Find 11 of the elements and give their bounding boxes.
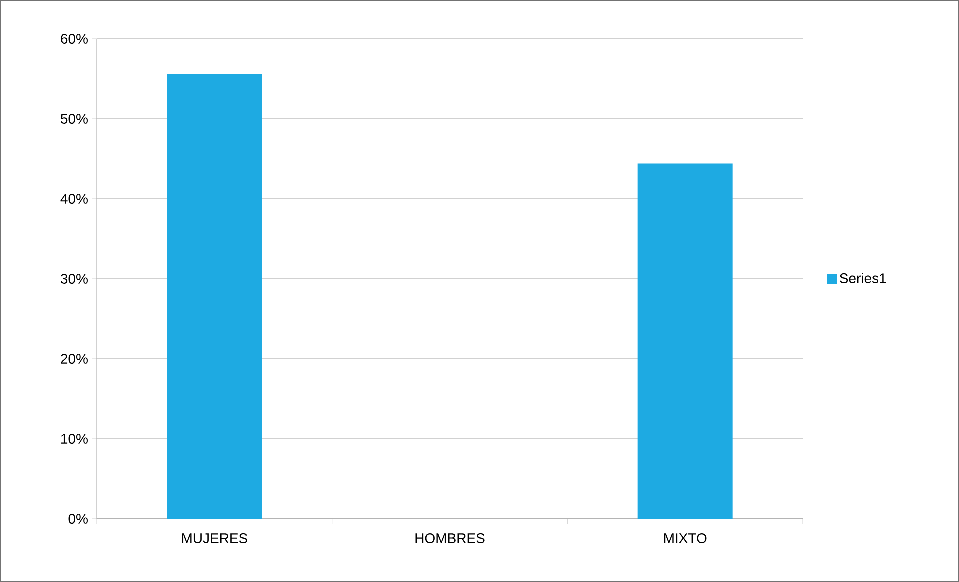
legend-label: Series1 — [840, 273, 886, 284]
x-tick-label: HOMBRES — [416, 534, 485, 544]
y-tick-label: 10% — [62, 434, 88, 444]
y-tick-label: 60% — [61, 34, 88, 44]
y-tick-label: 50% — [61, 114, 88, 124]
x-tick-label: MUJERES — [182, 534, 248, 544]
y-tick-label: 30% — [60, 274, 88, 284]
y-tick-label: 0% — [68, 514, 88, 524]
y-tick-label: 40% — [60, 194, 88, 204]
y-tick-label: 20% — [61, 354, 88, 364]
x-tick-label: MIXTO — [664, 534, 707, 544]
